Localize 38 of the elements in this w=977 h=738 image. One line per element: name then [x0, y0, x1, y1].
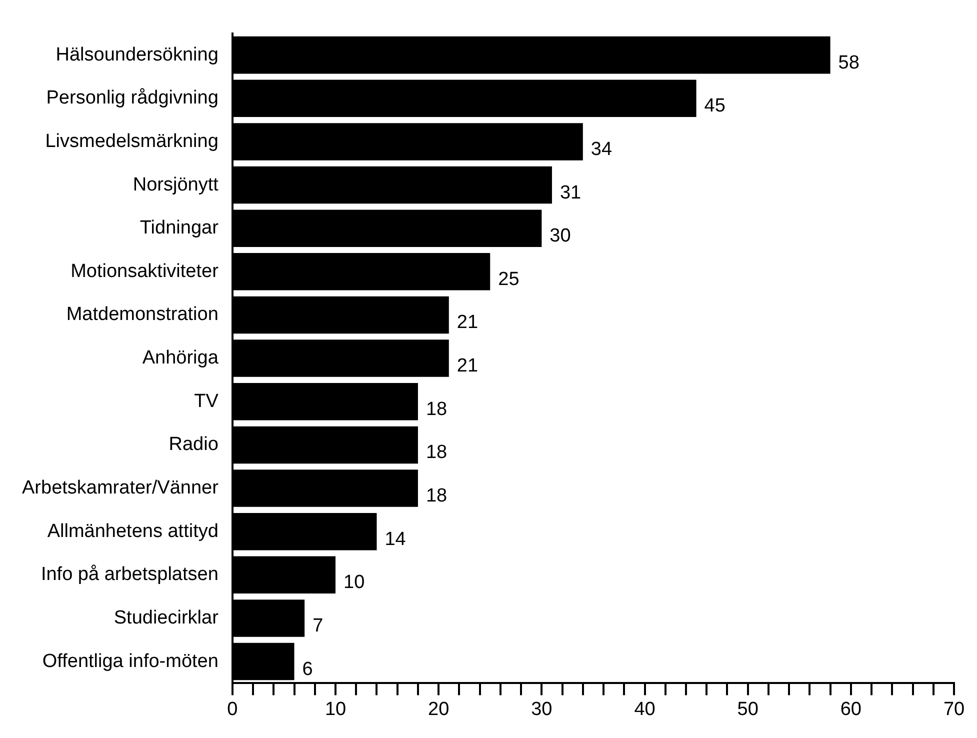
data-label: 21	[456, 356, 478, 377]
x-tick-label: 60	[840, 698, 862, 720]
y-tick-label: Tidningar	[140, 218, 220, 239]
y-tick-label: Matdemonstration	[66, 304, 218, 326]
y-tick-label: Motionsaktiviteter	[70, 260, 220, 282]
y-tick-label: Studiecirklar	[114, 607, 220, 628]
data-label: 14	[384, 528, 406, 550]
x-tick-label: 70	[943, 698, 965, 720]
data-label: 18	[426, 442, 448, 464]
y-tick-label: Info på arbetsplatsen	[40, 564, 218, 586]
y-tick-label: Offentliga info-möten	[42, 650, 218, 672]
data-label: 6	[302, 658, 313, 680]
y-tick-label: Norsjönytt	[132, 174, 220, 196]
x-tick-label: 30	[531, 698, 552, 720]
y-tick-label: Anhöriga	[142, 348, 219, 369]
data-label: 30	[550, 226, 571, 247]
data-label: 18	[426, 398, 448, 420]
y-tick-label: Hälsoundersökning	[56, 44, 218, 66]
x-tick-label: 40	[634, 698, 656, 720]
y-tick-label: Allmänhetens attityd	[47, 520, 218, 542]
x-tick-label: 50	[737, 698, 758, 720]
y-tick-label: TV	[194, 390, 219, 412]
y-tick-label: Radio	[168, 434, 218, 456]
data-label: 7	[312, 615, 324, 636]
data-label: 45	[704, 96, 726, 117]
data-label: 21	[456, 312, 478, 334]
data-label: 10	[344, 572, 365, 594]
x-tick-label: 0	[227, 698, 238, 720]
data-label: 25	[498, 268, 520, 290]
x-tick-label: 10	[324, 698, 346, 720]
y-tick-label: Arbetskamrater/Vänner	[22, 477, 220, 498]
data-label: 31	[560, 182, 582, 204]
data-label: 34	[590, 138, 612, 160]
x-tick-label: 20	[428, 698, 450, 720]
y-tick-label: Personlig rådgivning	[46, 88, 218, 109]
data-label: 18	[426, 485, 448, 506]
y-tick-label: Livsmedelsmärkning	[45, 130, 218, 152]
data-label: 58	[838, 52, 860, 74]
